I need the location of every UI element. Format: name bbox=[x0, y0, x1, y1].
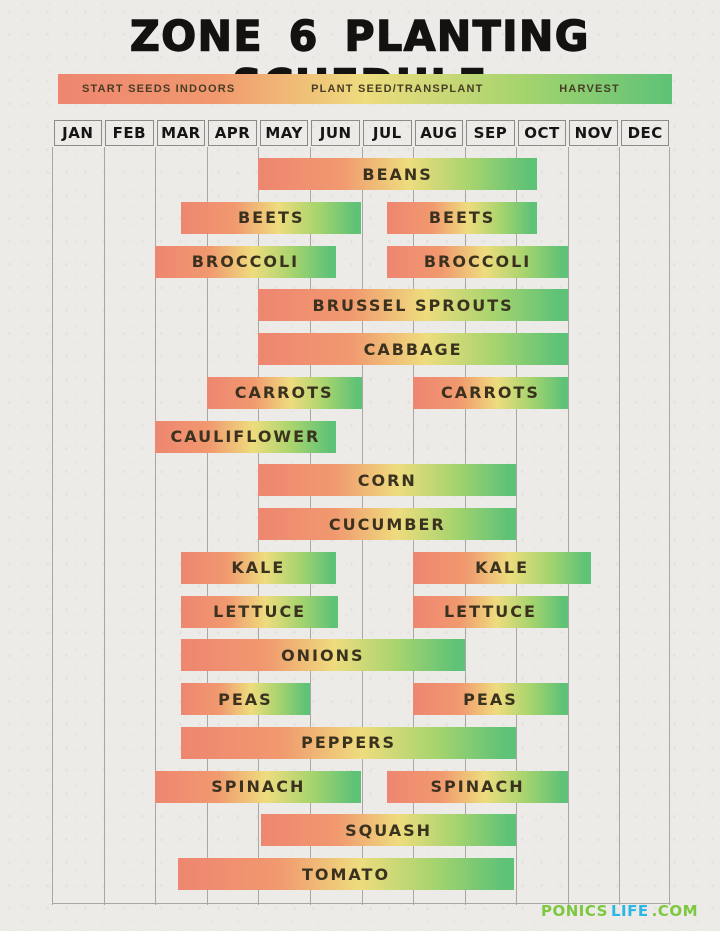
gridline bbox=[52, 147, 53, 905]
bar-peppers: PEPPERS bbox=[180, 726, 517, 759]
month-header-jun: JUN bbox=[311, 120, 360, 146]
bar-broccoli-1: BROCCOLI bbox=[155, 245, 336, 278]
bar-label: SPINACH bbox=[211, 777, 306, 796]
bar-onions: ONIONS bbox=[180, 639, 465, 672]
bar-label: BEETS bbox=[237, 208, 305, 228]
bar-label: KALE bbox=[231, 558, 286, 578]
month-header-dec: DEC bbox=[620, 120, 670, 146]
month-header-sep: SEP bbox=[466, 120, 515, 146]
gridline bbox=[155, 147, 157, 905]
bar-label: LETTUCE bbox=[443, 602, 537, 621]
legend-label-start-seeds-indoors: START SEEDS INDOORS bbox=[82, 83, 236, 95]
gridline bbox=[206, 147, 208, 905]
bar-peas-2: PEAS bbox=[413, 683, 568, 715]
bar-broccoli-2: BROCCOLI bbox=[387, 245, 568, 278]
gridline bbox=[567, 147, 569, 905]
bar-tomato: TOMATO bbox=[178, 858, 514, 890]
legend-gradient-bar: START SEEDS INDOORS PLANT SEED/TRANSPLAN… bbox=[58, 74, 672, 104]
bar-beets-1: BEETS bbox=[180, 201, 362, 234]
bar-spinach-1: SPINACH bbox=[155, 770, 362, 803]
bar-label: LETTUCE bbox=[213, 602, 307, 621]
month-header-jan: JAN bbox=[53, 120, 103, 146]
month-header-may: MAY bbox=[259, 120, 309, 146]
bar-corn: CORN bbox=[258, 464, 517, 497]
month-header-feb: FEB bbox=[105, 120, 154, 146]
month-header-aug: AUG bbox=[414, 120, 464, 146]
bar-peas-1: PEAS bbox=[180, 683, 310, 715]
bar-label: BEANS bbox=[362, 164, 433, 184]
page-title: ZONE 6 PLANTING SCHEDULE bbox=[129, 11, 590, 110]
bar-cucumber: CUCUMBER bbox=[258, 508, 517, 540]
bar-label: TOMATO bbox=[301, 864, 391, 884]
brand-com: .COM bbox=[651, 902, 698, 920]
bar-cabbage: CABBAGE bbox=[258, 333, 568, 365]
planting-gantt-chart: JAN FEB MAR APR MAY JUN JUL AUG SEP OCT NOV DEC BEAN… bbox=[52, 120, 671, 905]
bar-label: BEETS bbox=[428, 208, 496, 228]
legend-label-plant-seed-transplant: PLANT SEED/TRANSPLANT bbox=[311, 83, 484, 95]
brand-life: LIFE bbox=[610, 902, 649, 920]
bar-label: CUCUMBER bbox=[328, 514, 446, 534]
chart-bottom-border bbox=[52, 903, 671, 905]
gridline bbox=[619, 147, 621, 905]
bar-label: CORN bbox=[357, 470, 417, 490]
bar-label: PEAS bbox=[218, 689, 273, 709]
bar-label: CARROTS bbox=[441, 383, 540, 403]
bar-carrots-1: CARROTS bbox=[206, 376, 362, 409]
bar-cauliflower: CAULIFLOWER bbox=[155, 420, 336, 453]
bar-label: BROCCOLI bbox=[191, 252, 300, 271]
bar-lettuce-1: LETTUCE bbox=[180, 595, 339, 628]
bar-label: PEAS bbox=[463, 689, 518, 709]
month-header-nov: NOV bbox=[569, 120, 618, 146]
gridline bbox=[103, 147, 105, 905]
bar-spinach-2: SPINACH bbox=[387, 770, 568, 803]
bar-beets-2: BEETS bbox=[387, 201, 537, 234]
brand-logo: PONICS LIFE .COM bbox=[538, 902, 698, 922]
bar-beans: BEANS bbox=[258, 158, 537, 190]
bar-label: KALE bbox=[475, 558, 529, 578]
month-header-apr: APR bbox=[208, 120, 257, 146]
bar-label: BROCCOLI bbox=[423, 252, 532, 271]
brand-ponics: PONICS bbox=[540, 902, 608, 920]
bar-label: PEPPERS bbox=[301, 733, 397, 753]
bar-label: CAULIFLOWER bbox=[170, 427, 321, 446]
month-header-oct: OCT bbox=[517, 120, 567, 146]
bar-squash: SQUASH bbox=[260, 814, 517, 847]
bar-label: SQUASH bbox=[345, 820, 433, 840]
gridline bbox=[516, 147, 518, 905]
bar-label: ONIONS bbox=[281, 645, 365, 665]
bar-label: CABBAGE bbox=[363, 339, 463, 359]
legend-label-harvest: HARVEST bbox=[559, 83, 620, 95]
month-header-mar: MAR bbox=[156, 120, 206, 146]
bar-carrots-2: CARROTS bbox=[413, 376, 568, 409]
bar-kale-2: KALE bbox=[413, 551, 592, 584]
bar-lettuce-2: LETTUCE bbox=[413, 595, 568, 628]
month-header-jul: JUL bbox=[363, 120, 412, 146]
bar-label: CARROTS bbox=[234, 383, 334, 403]
bar-label: SPINACH bbox=[430, 777, 525, 796]
bar-kale-1: KALE bbox=[180, 551, 336, 584]
bar-brussel-sprouts: BRUSSEL SPROUTS bbox=[258, 289, 568, 322]
bar-label: BRUSSEL SPROUTS bbox=[312, 295, 514, 315]
gridline bbox=[669, 147, 671, 905]
